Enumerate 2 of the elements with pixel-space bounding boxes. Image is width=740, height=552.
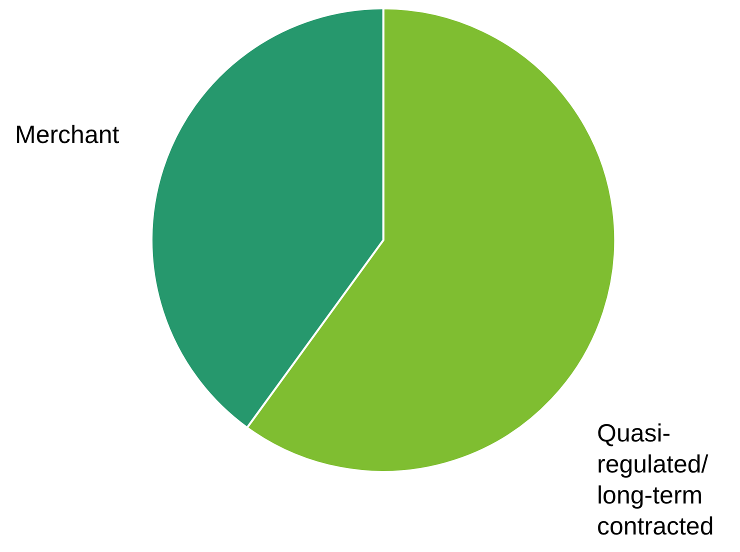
slice-label: Merchant (15, 121, 120, 149)
slice-label: Quasi-regulated/long-term contracted (597, 420, 714, 540)
